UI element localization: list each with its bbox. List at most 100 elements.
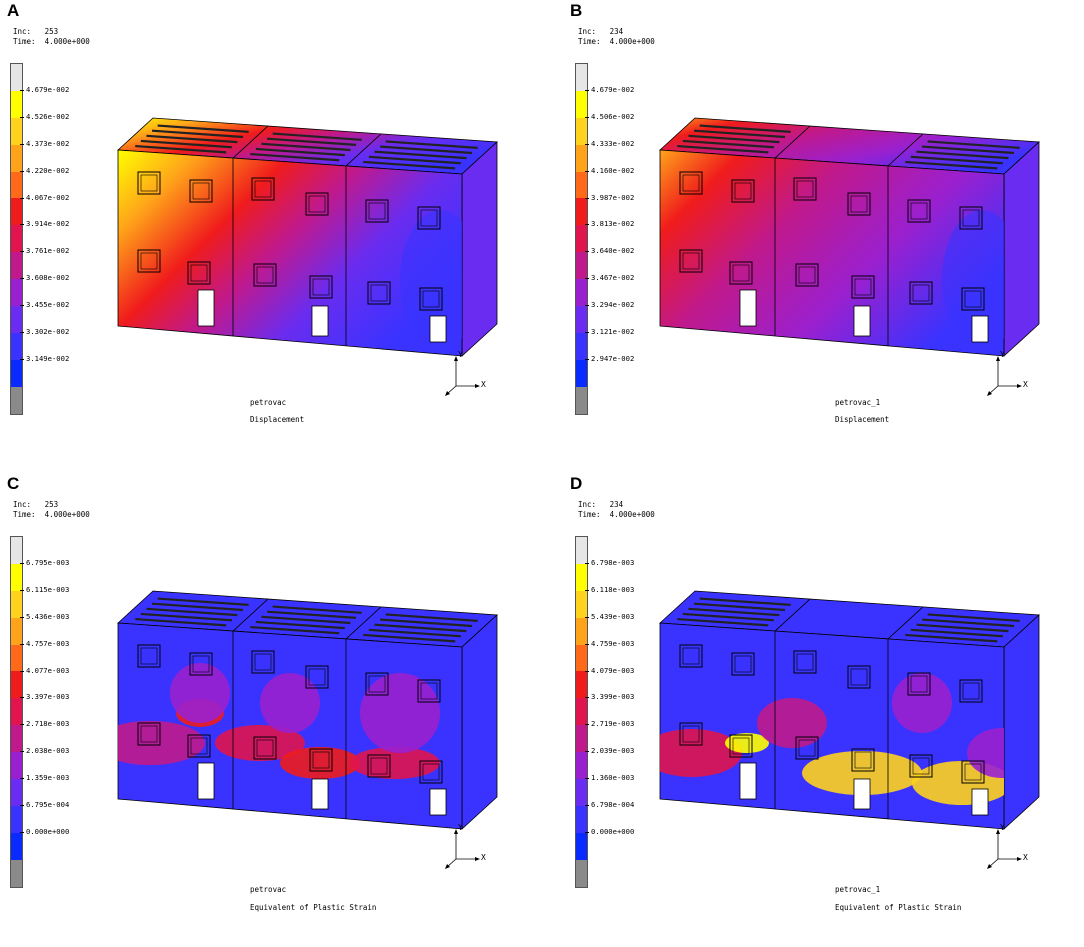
- axis-triad-icon: [445, 829, 480, 869]
- axis-y-label: Y: [1000, 350, 1005, 359]
- roof-opening: [910, 155, 1003, 165]
- window-opening: [189, 179, 213, 203]
- window-frame: [732, 737, 750, 755]
- window-frame: [192, 182, 210, 200]
- roof-opening: [363, 633, 456, 643]
- window-frame: [140, 725, 158, 743]
- roof-opening: [151, 129, 244, 139]
- axis-y-label: Y: [1000, 823, 1005, 832]
- axis-y-label: Y: [458, 350, 463, 359]
- window-frame: [422, 763, 440, 781]
- legend-tick: [585, 143, 589, 145]
- window-frame: [308, 195, 326, 213]
- window-opening: [729, 261, 753, 285]
- time-label: Time: 4.000e+000: [578, 37, 655, 46]
- legend-value: 6.118e-003: [591, 584, 635, 594]
- roof-opening: [250, 625, 340, 635]
- window-opening: [795, 263, 819, 287]
- window-opening: [851, 748, 875, 772]
- legend-color-bar: [10, 536, 23, 888]
- door-opening: [429, 315, 447, 343]
- window-frame: [850, 195, 868, 213]
- axis-x-label: X: [481, 853, 486, 862]
- roof-opening: [272, 605, 362, 614]
- window-frame: [798, 739, 816, 757]
- window-frame: [912, 284, 930, 302]
- legend-swatch: [11, 306, 22, 333]
- legend-value: 0.000e+000: [26, 826, 70, 836]
- roof-divider: [774, 598, 811, 632]
- roof-opening: [905, 633, 998, 643]
- legend-value: 1.359e-003: [26, 773, 70, 783]
- window-frame: [368, 675, 386, 693]
- model-name: petrovac_1: [835, 398, 881, 407]
- door-opening: [853, 778, 871, 810]
- side-wall: [461, 141, 498, 357]
- roof-opening: [151, 602, 244, 612]
- door-opening: [971, 788, 989, 816]
- legend-swatch: [576, 671, 587, 699]
- legend-value: 4.759e-003: [591, 638, 635, 648]
- door-opening: [971, 315, 989, 343]
- window-frame: [796, 653, 814, 671]
- roof-opening: [368, 628, 461, 638]
- roof-opening: [146, 134, 238, 144]
- legend-tick: [585, 170, 589, 172]
- roof-opening: [255, 147, 345, 157]
- window-opening: [305, 192, 329, 216]
- axis-triad-icon: [445, 356, 480, 396]
- window-opening: [309, 275, 333, 299]
- legend-tick: [20, 251, 24, 253]
- legend-swatch: [11, 859, 22, 887]
- legend-value: 3.302e-002: [26, 327, 70, 336]
- roof-opening: [266, 610, 357, 620]
- window-opening: [137, 171, 161, 195]
- door-opening: [853, 305, 871, 337]
- legend-value: 2.947e-002: [591, 353, 635, 363]
- legend-swatch: [576, 64, 587, 91]
- legend-swatch: [576, 779, 587, 806]
- legend-tick: [20, 143, 24, 145]
- window-frame: [312, 278, 330, 296]
- roof-opening: [374, 623, 467, 633]
- roof-opening: [677, 617, 769, 627]
- roof-opening: [927, 613, 1020, 622]
- window-frame: [964, 763, 982, 781]
- legend-swatch: [576, 725, 587, 753]
- legend-tick: [585, 643, 589, 645]
- roof-opening: [927, 140, 1020, 149]
- window-opening: [731, 652, 755, 676]
- window-frame: [734, 655, 752, 673]
- legend-swatch: [11, 537, 22, 564]
- side-wall: [461, 614, 498, 830]
- legend-tick: [585, 616, 589, 618]
- legend-swatch: [11, 779, 22, 806]
- window-opening: [909, 281, 933, 305]
- window-frame: [796, 180, 814, 198]
- roof-opening: [140, 612, 232, 622]
- legend-tick: [20, 116, 24, 118]
- roof-opening: [140, 139, 232, 149]
- window-opening: [679, 644, 703, 668]
- window-frame: [682, 174, 700, 192]
- roof-divider: [887, 606, 924, 640]
- roof-opening: [688, 607, 780, 617]
- legend-value: 4.373e-002: [26, 138, 70, 148]
- increment-label: Inc: 253: [13, 500, 59, 509]
- window-opening: [793, 650, 817, 674]
- legend-swatch: [11, 563, 22, 591]
- legend-tick: [585, 251, 589, 253]
- window-opening: [419, 287, 443, 311]
- legend-value: 3.455e-002: [26, 300, 70, 310]
- legend-value: 6.798e-004: [591, 800, 635, 809]
- panel-letter: D: [570, 474, 583, 493]
- window-frame: [256, 739, 274, 757]
- legend-tick: [20, 697, 24, 699]
- legend-value: 4.160e-002: [591, 165, 635, 175]
- window-frame: [312, 751, 330, 769]
- roof-opening: [261, 142, 351, 152]
- window-opening: [731, 179, 755, 203]
- roof-opening: [379, 145, 473, 155]
